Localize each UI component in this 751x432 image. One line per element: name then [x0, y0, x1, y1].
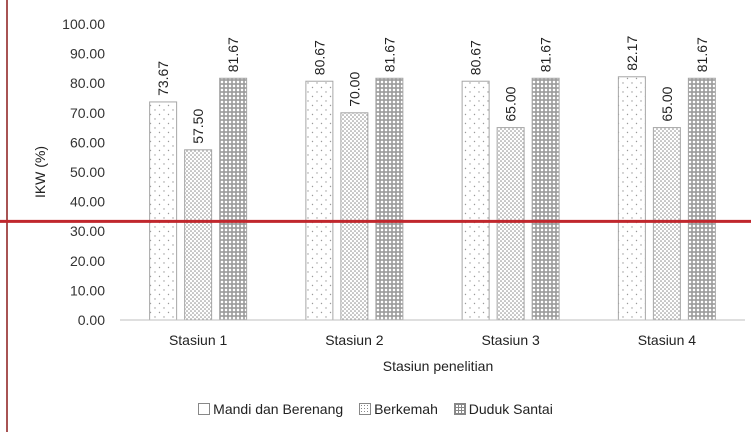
bar — [461, 80, 490, 321]
data-label: 73.67 — [155, 61, 171, 96]
bar — [687, 77, 716, 321]
data-label: 81.67 — [381, 37, 397, 72]
y-tick-label: 20.00 — [70, 253, 105, 269]
legend-item-duduk-santai: Duduk Santai — [453, 401, 553, 417]
x-axis-title: Stasiun penelitian — [383, 358, 494, 374]
data-label: 82.17 — [624, 36, 640, 71]
legend-item-berkemah: Berkemah — [359, 401, 438, 417]
y-tick-label: 30.00 — [70, 223, 105, 239]
y-tick-label: 100.00 — [62, 16, 105, 32]
legend-item-mandi-dan-berenang: Mandi dan Berenang — [198, 401, 343, 417]
axis-layer: 0.00 10.00 20.00 30.00 40.00 50.00 60.00 70.00 8… — [62, 16, 745, 348]
x-tick-label: Stasiun 4 — [638, 332, 697, 348]
bar — [375, 77, 404, 321]
data-label: 80.67 — [311, 40, 327, 75]
bar — [652, 127, 681, 321]
data-labels-layer: 73.67 57.50 81.67 80.67 70.00 81.67 80.67 65.00… — [155, 36, 710, 144]
y-axis-title: IKW (%) — [32, 146, 48, 198]
legend-swatch-grid-icon — [453, 403, 466, 415]
data-label: 57.50 — [190, 109, 206, 144]
y-tick-label: 0.00 — [78, 312, 105, 328]
bar — [184, 149, 213, 321]
bar — [340, 112, 369, 321]
y-tick-label: 90.00 — [70, 46, 105, 62]
legend-swatch-dense-dots-icon — [359, 403, 372, 415]
y-tick-label: 10.00 — [70, 282, 105, 298]
bar — [219, 77, 248, 321]
data-label: 65.00 — [659, 86, 675, 121]
x-tick-label: Stasiun 1 — [169, 332, 228, 348]
y-tick-label: 50.00 — [70, 164, 105, 180]
bar — [496, 127, 525, 321]
x-tick-label: Stasiun 2 — [325, 332, 384, 348]
legend-swatch-sparse-dots-icon — [198, 403, 211, 415]
x-tick-label: Stasiun 3 — [481, 332, 540, 348]
data-label: 80.67 — [468, 40, 484, 75]
data-label: 65.00 — [503, 86, 519, 121]
legend: Mandi dan Berenang Berkemah Duduk Santai — [0, 401, 751, 417]
bar — [617, 76, 646, 321]
data-label: 81.67 — [225, 37, 241, 72]
y-tick-label: 40.00 — [70, 194, 105, 210]
data-label: 70.00 — [346, 72, 362, 107]
bar — [531, 77, 560, 321]
y-tick-label: 60.00 — [70, 134, 105, 150]
data-label: 81.67 — [538, 37, 554, 72]
y-tick-label: 70.00 — [70, 105, 105, 121]
bar — [305, 80, 334, 321]
y-tick-label: 80.00 — [70, 75, 105, 91]
bars-layer — [149, 76, 716, 321]
data-label: 81.67 — [694, 37, 710, 72]
bar — [149, 101, 178, 321]
